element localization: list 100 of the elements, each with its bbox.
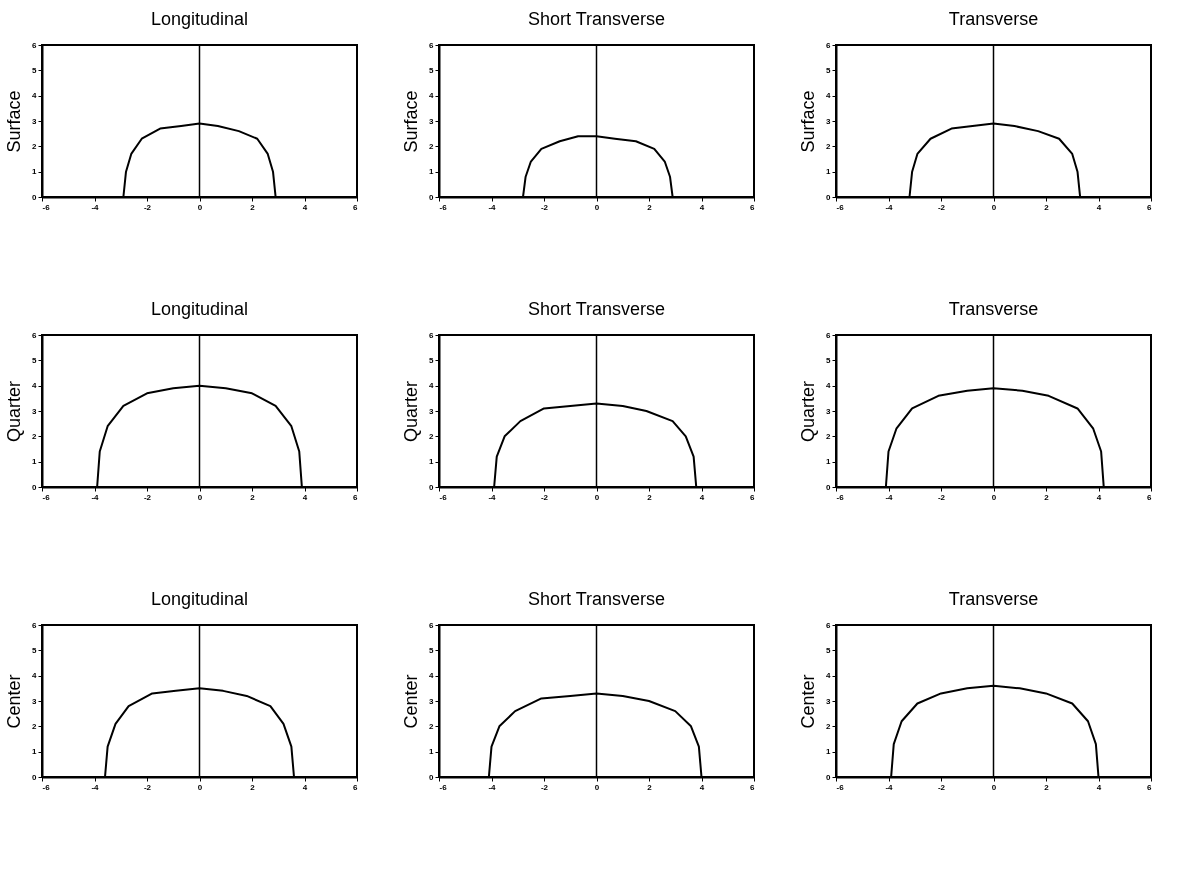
y-tick-label: 4 — [429, 671, 435, 681]
chart-title: Longitudinal — [150, 299, 249, 319]
x-tick-label: 6 — [1147, 782, 1153, 792]
x-tick-label: 6 — [750, 202, 756, 212]
x-tick-label: 2 — [647, 782, 653, 792]
y-tick-label: 2 — [32, 431, 38, 441]
y-tick-label: 4 — [429, 91, 435, 101]
x-tick-label: -2 — [143, 492, 152, 502]
y-tick-label: 0 — [32, 192, 38, 202]
chart-title: Short Transverse — [527, 9, 666, 29]
y-tick-label: 1 — [429, 457, 435, 467]
y-tick-label: 5 — [32, 645, 38, 655]
x-tick-label: 4 — [302, 492, 308, 502]
y-tick-label: 3 — [429, 696, 435, 706]
y-tick-label: 4 — [32, 381, 38, 391]
y-tick-label: 1 — [32, 167, 38, 177]
x-tick-label: 6 — [1147, 202, 1153, 212]
x-tick-label: 6 — [750, 492, 756, 502]
x-tick-label: 0 — [197, 202, 203, 212]
y-tick-label: 5 — [429, 65, 435, 75]
y-tick-label: 6 — [32, 620, 38, 630]
x-tick-label: -4 — [885, 492, 894, 502]
x-tick-label: 4 — [699, 492, 705, 502]
y-tick-label: 6 — [32, 40, 38, 50]
x-tick-label: 4 — [302, 202, 308, 212]
x-tick-label: -2 — [143, 202, 152, 212]
y-tick-label: 2 — [429, 141, 435, 151]
y-tick-label: 1 — [32, 747, 38, 757]
y-tick-label: 2 — [826, 141, 832, 151]
x-tick-label: 6 — [353, 782, 359, 792]
y-tick-label: 5 — [32, 355, 38, 365]
x-tick-label: -4 — [488, 202, 497, 212]
x-tick-label: 2 — [1044, 492, 1050, 502]
y-tick-label: 0 — [32, 772, 38, 782]
y-tick-label: 0 — [429, 772, 435, 782]
y-tick-label: 3 — [826, 406, 832, 416]
x-tick-label: 4 — [699, 202, 705, 212]
x-tick-label: 2 — [250, 782, 256, 792]
y-tick-label: 1 — [32, 457, 38, 467]
y-tick-label: 3 — [32, 696, 38, 706]
x-tick-label: 0 — [594, 782, 600, 792]
chart-title: Transverse — [948, 299, 1039, 319]
y-axis-title: Surface — [4, 90, 25, 153]
y-tick-label: 0 — [429, 192, 435, 202]
x-tick-label: -4 — [91, 782, 100, 792]
y-tick-label: 5 — [826, 355, 832, 365]
y-tick-label: 0 — [826, 192, 832, 202]
x-tick-label: 2 — [1044, 782, 1050, 792]
x-tick-label: 2 — [250, 202, 256, 212]
chart-title: Transverse — [948, 9, 1039, 29]
y-axis-title: Surface — [798, 90, 819, 153]
x-tick-label: -2 — [937, 782, 946, 792]
y-tick-label: 6 — [826, 330, 832, 340]
y-tick-label: 0 — [32, 482, 38, 492]
x-tick-label: -2 — [540, 492, 549, 502]
x-tick-label: -4 — [91, 202, 100, 212]
x-tick-label: 0 — [991, 782, 997, 792]
y-tick-label: 0 — [826, 772, 832, 782]
y-tick-label: 1 — [826, 167, 832, 177]
chart-title: Transverse — [948, 589, 1039, 609]
y-tick-label: 1 — [429, 167, 435, 177]
y-tick-label: 5 — [429, 355, 435, 365]
x-tick-label: -6 — [42, 492, 51, 502]
y-axis-title: Quarter — [401, 380, 422, 443]
x-tick-label: 0 — [594, 202, 600, 212]
y-tick-label: 3 — [826, 116, 832, 126]
chart-title: Longitudinal — [150, 589, 249, 609]
x-tick-label: -4 — [885, 202, 894, 212]
y-tick-label: 1 — [826, 747, 832, 757]
x-tick-label: -6 — [836, 782, 845, 792]
x-tick-label: -6 — [439, 492, 448, 502]
x-tick-label: 2 — [1044, 202, 1050, 212]
y-axis-title: Center — [401, 674, 422, 729]
y-tick-label: 5 — [826, 645, 832, 655]
x-tick-label: -4 — [885, 782, 894, 792]
y-axis-title: Center — [798, 674, 819, 729]
y-tick-label: 2 — [826, 721, 832, 731]
x-tick-label: -6 — [439, 782, 448, 792]
y-tick-label: 0 — [429, 482, 435, 492]
y-axis-title: Center — [4, 674, 25, 729]
y-tick-label: 4 — [32, 91, 38, 101]
y-tick-label: 6 — [429, 330, 435, 340]
x-tick-label: 4 — [302, 782, 308, 792]
y-tick-label: 2 — [32, 141, 38, 151]
x-tick-label: 2 — [647, 202, 653, 212]
y-axis-title: Quarter — [798, 380, 819, 443]
x-tick-label: -2 — [937, 492, 946, 502]
x-tick-label: 0 — [197, 492, 203, 502]
x-tick-label: -6 — [836, 202, 845, 212]
chart-title: Longitudinal — [150, 9, 249, 29]
x-tick-label: 6 — [750, 782, 756, 792]
x-tick-label: 6 — [1147, 492, 1153, 502]
y-axis-title: Quarter — [4, 380, 25, 443]
y-tick-label: 4 — [826, 671, 832, 681]
x-tick-label: 0 — [197, 782, 203, 792]
y-tick-label: 5 — [826, 65, 832, 75]
y-tick-label: 4 — [826, 91, 832, 101]
y-tick-label: 5 — [429, 645, 435, 655]
x-tick-label: -4 — [488, 492, 497, 502]
x-tick-label: -6 — [439, 202, 448, 212]
